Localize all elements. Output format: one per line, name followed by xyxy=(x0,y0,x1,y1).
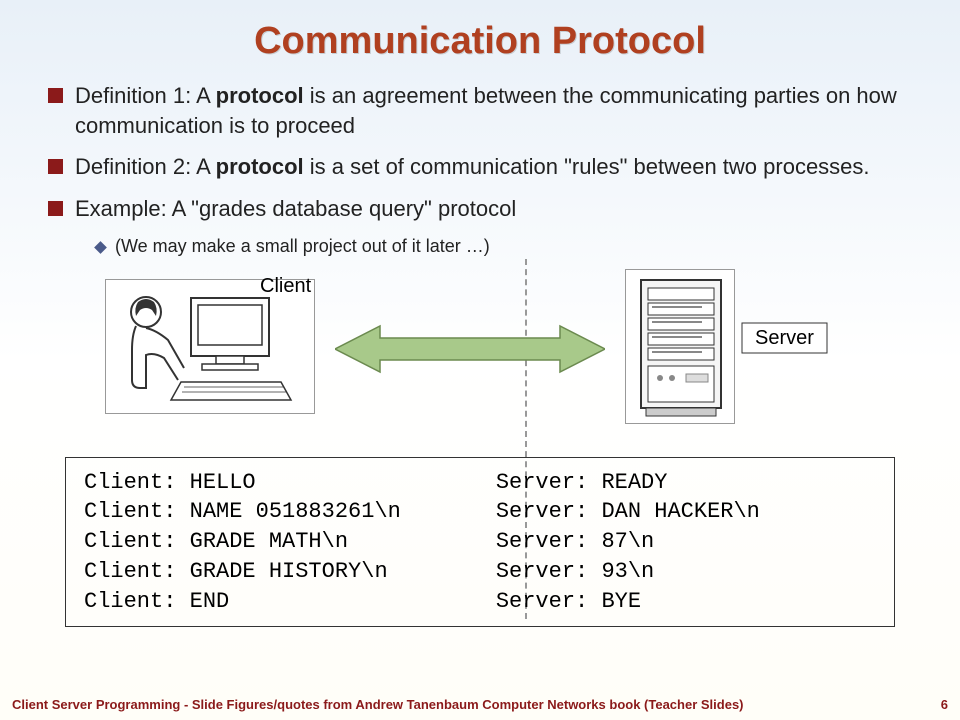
server-icon xyxy=(626,270,736,425)
bullet-text: Definition 2: A protocol is a set of com… xyxy=(75,152,870,182)
bidirectional-arrow xyxy=(335,324,605,374)
proto-row: Client: GRADE MATH\nServer: 87\n xyxy=(84,527,876,557)
bullet-3: Example: A "grades database query" proto… xyxy=(48,194,920,224)
bullet-list: Definition 1: A protocol is an agreement… xyxy=(48,81,920,257)
proto-row: Client: HELLOServer: READY xyxy=(84,468,876,498)
slide-title: Communication Protocol xyxy=(40,20,920,63)
client-icon xyxy=(106,280,316,415)
bullet-text: Example: A "grades database query" proto… xyxy=(75,194,516,224)
bullet-text: Definition 1: A protocol is an agreement… xyxy=(75,81,920,140)
bullet-square-icon xyxy=(48,88,63,103)
bullet-1: Definition 1: A protocol is an agreement… xyxy=(48,81,920,140)
slide: Communication Protocol Definition 1: A p… xyxy=(0,0,960,720)
client-illustration xyxy=(105,279,315,414)
protocol-transcript: Client: HELLOServer: READY Client: NAME … xyxy=(65,457,895,627)
arrow-icon xyxy=(335,326,605,372)
subbullet-text: (We may make a small project out of it l… xyxy=(115,236,490,257)
footer-text: Client Server Programming - Slide Figure… xyxy=(12,697,744,712)
client-server-diagram: Client xyxy=(65,269,895,449)
bullet-square-icon xyxy=(48,159,63,174)
proto-row: Client: NAME 051883261\nServer: DAN HACK… xyxy=(84,497,876,527)
client-label: Client xyxy=(260,275,311,298)
page-number: 6 xyxy=(941,697,948,712)
server-illustration xyxy=(625,269,735,424)
proto-row: Client: ENDServer: BYE xyxy=(84,587,876,617)
subbullet-1: (We may make a small project out of it l… xyxy=(96,236,920,257)
bullet-2: Definition 2: A protocol is a set of com… xyxy=(48,152,920,182)
diamond-icon xyxy=(94,241,107,254)
bullet-square-icon xyxy=(48,201,63,216)
proto-row: Client: GRADE HISTORY\nServer: 93\n xyxy=(84,557,876,587)
server-label: Server xyxy=(745,324,804,347)
footer: Client Server Programming - Slide Figure… xyxy=(12,697,948,712)
